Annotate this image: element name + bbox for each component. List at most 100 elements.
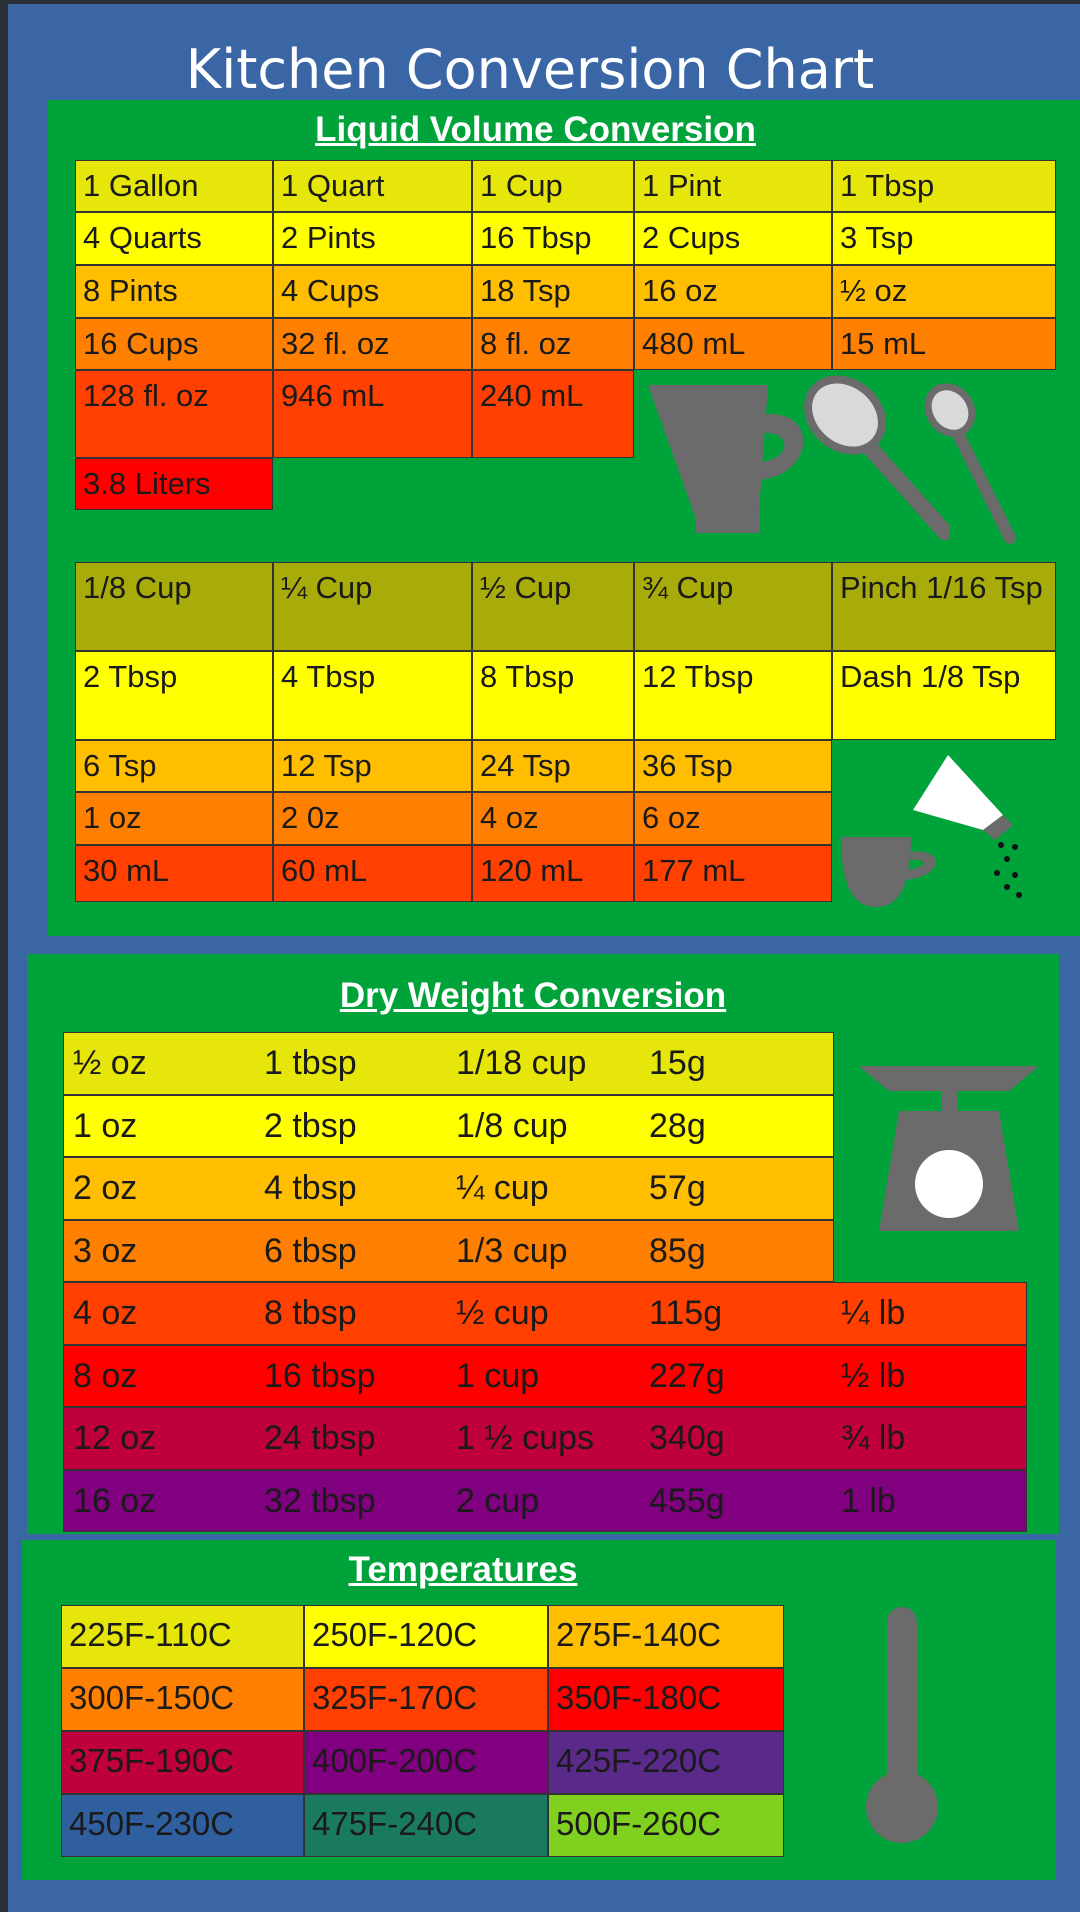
table-row: 1 oz 2 tbsp 1/8 cup 28g bbox=[63, 1095, 834, 1157]
table-cell: 2 tbsp bbox=[264, 1107, 357, 1145]
table-cell: 3 oz bbox=[73, 1232, 138, 1270]
table-cell: 4 Tbsp bbox=[273, 651, 472, 740]
table-cell: 115g bbox=[649, 1294, 723, 1332]
table-cell: 3.8 Liters bbox=[75, 458, 273, 510]
table-cell: 18 Tsp bbox=[472, 265, 634, 318]
table-cell: 450F-230C bbox=[61, 1794, 304, 1857]
table-cell: 946 mL bbox=[273, 370, 472, 458]
table-cell: 16 tbsp bbox=[264, 1357, 376, 1395]
table-cell: 177 mL bbox=[634, 845, 832, 902]
table-cell: 60 mL bbox=[273, 845, 472, 902]
table-cell: ¼ cup bbox=[456, 1169, 549, 1207]
liquid-volume-heading: Liquid Volume Conversion bbox=[315, 110, 756, 149]
table-cell: 480 mL bbox=[634, 318, 832, 370]
table-cell: 8 oz bbox=[73, 1357, 138, 1395]
table-cell: 32 fl. oz bbox=[273, 318, 472, 370]
table-cell: 425F-220C bbox=[548, 1731, 784, 1794]
table-cell: 8 tbsp bbox=[264, 1294, 357, 1332]
table-cell: 1/18 cup bbox=[456, 1044, 587, 1082]
table-cell: 2 Cups bbox=[634, 212, 832, 265]
table-cell: 36 Tsp bbox=[634, 740, 832, 792]
table-cell: 1/8 cup bbox=[456, 1107, 568, 1145]
table-row: 16 oz 32 tbsp 2 cup 455g 1 lb bbox=[63, 1470, 1027, 1532]
table-row: 12 oz 24 tbsp 1 ½ cups 340g ¾ lb bbox=[63, 1407, 1027, 1470]
table-cell: 1 Tbsp bbox=[832, 160, 1056, 212]
table-cell: 1 oz bbox=[73, 1107, 138, 1145]
page-title: Kitchen Conversion Chart bbox=[185, 38, 875, 101]
table-cell: 1/3 cup bbox=[456, 1232, 568, 1270]
table-row: ½ oz 1 tbsp 1/18 cup 15g bbox=[63, 1032, 834, 1095]
table-cell: 4 tbsp bbox=[264, 1169, 357, 1207]
table-cell: 1 tbsp bbox=[264, 1044, 357, 1082]
table-cell: 1 Gallon bbox=[75, 160, 273, 212]
table-cell: 1 oz bbox=[75, 792, 273, 845]
measuring-cup-icon bbox=[648, 385, 804, 533]
table-cell: 325F-170C bbox=[304, 1668, 548, 1731]
table-cell: 3 Tsp bbox=[832, 212, 1056, 265]
table-cell: 1 Quart bbox=[273, 160, 472, 212]
teacup-icon bbox=[841, 837, 937, 907]
measuring-spoon-icon bbox=[924, 383, 1016, 544]
table-cell: 12 oz bbox=[73, 1419, 157, 1457]
table-cell: 16 Tbsp bbox=[472, 212, 634, 265]
table-cell: 2 Pints bbox=[273, 212, 472, 265]
table-cell: Dash 1/8 Tsp bbox=[832, 651, 1056, 740]
table-cell: 1 Pint bbox=[634, 160, 832, 212]
table-cell: 16 oz bbox=[73, 1482, 157, 1520]
table-cell: 15 mL bbox=[832, 318, 1056, 370]
table-cell: 455g bbox=[649, 1482, 725, 1520]
table-cell: ½ lb bbox=[841, 1357, 906, 1395]
table-cell: 16 Cups bbox=[75, 318, 273, 370]
table-cell: ½ oz bbox=[832, 265, 1056, 318]
temperatures-panel: Temperatures 225F-110C 250F-120C 275F-140C… bbox=[22, 1540, 1056, 1880]
table-row: 4 oz 8 tbsp ½ cup 115g ¼ lb bbox=[63, 1282, 1027, 1345]
measuring-spoon-icon bbox=[804, 375, 950, 540]
table-cell: 275F-140C bbox=[548, 1605, 784, 1668]
table-row: 2 oz 4 tbsp ¼ cup 57g bbox=[63, 1157, 834, 1220]
table-cell: 24 Tsp bbox=[472, 740, 634, 792]
table-cell: 32 tbsp bbox=[264, 1482, 376, 1520]
table-cell: 6 Tsp bbox=[75, 740, 273, 792]
table-cell: ¾ Cup bbox=[634, 562, 832, 651]
table-row: 3 oz 6 tbsp 1/3 cup 85g bbox=[63, 1220, 834, 1282]
table-cell: 12 Tbsp bbox=[634, 651, 832, 740]
table-cell: 85g bbox=[649, 1232, 706, 1270]
kitchen-scale-icon bbox=[859, 1066, 1039, 1231]
table-cell: 227g bbox=[649, 1357, 725, 1395]
table-cell: 24 tbsp bbox=[264, 1419, 376, 1457]
thermometer-icon bbox=[866, 1607, 938, 1843]
table-cell: 2 cup bbox=[456, 1482, 540, 1520]
table-cell: 28g bbox=[649, 1107, 706, 1145]
table-cell: ½ cup bbox=[456, 1294, 549, 1332]
table-cell: ½ oz bbox=[73, 1044, 147, 1082]
table-cell: 8 Pints bbox=[75, 265, 273, 318]
table-row: 8 oz 16 tbsp 1 cup 227g ½ lb bbox=[63, 1345, 1027, 1407]
table-cell: 16 oz bbox=[634, 265, 832, 318]
table-cell: 6 tbsp bbox=[264, 1232, 357, 1270]
salt-shaker-icon bbox=[913, 755, 1022, 898]
table-cell: 4 oz bbox=[73, 1294, 138, 1332]
table-cell: 57g bbox=[649, 1169, 706, 1207]
table-cell: 1 Cup bbox=[472, 160, 634, 212]
table-cell: 15g bbox=[649, 1044, 706, 1082]
table-cell: 30 mL bbox=[75, 845, 273, 902]
table-cell: 400F-200C bbox=[304, 1731, 548, 1794]
table-cell: 500F-260C bbox=[548, 1794, 784, 1857]
dry-weight-heading: Dry Weight Conversion bbox=[339, 976, 727, 1015]
table-cell: 250F-120C bbox=[304, 1605, 548, 1668]
table-cell: 128 fl. oz bbox=[75, 370, 273, 458]
dry-weight-panel: Dry Weight Conversion ½ oz 1 tbsp 1/18 cup… bbox=[27, 954, 1059, 1534]
table-cell: 4 Quarts bbox=[75, 212, 273, 265]
table-cell: 240 mL bbox=[472, 370, 634, 458]
table-cell: 4 Cups bbox=[273, 265, 472, 318]
table-cell: 300F-150C bbox=[61, 1668, 304, 1731]
table-cell: 1 cup bbox=[456, 1357, 540, 1395]
table-cell: 12 Tsp bbox=[273, 740, 472, 792]
table-cell: 2 oz bbox=[73, 1169, 138, 1207]
table-cell: Pinch 1/16 Tsp bbox=[832, 562, 1056, 651]
table-cell: 2 0z bbox=[273, 792, 472, 845]
temperatures-heading: Temperatures bbox=[348, 1550, 578, 1589]
table-cell: 475F-240C bbox=[304, 1794, 548, 1857]
table-cell: 350F-180C bbox=[548, 1668, 784, 1731]
